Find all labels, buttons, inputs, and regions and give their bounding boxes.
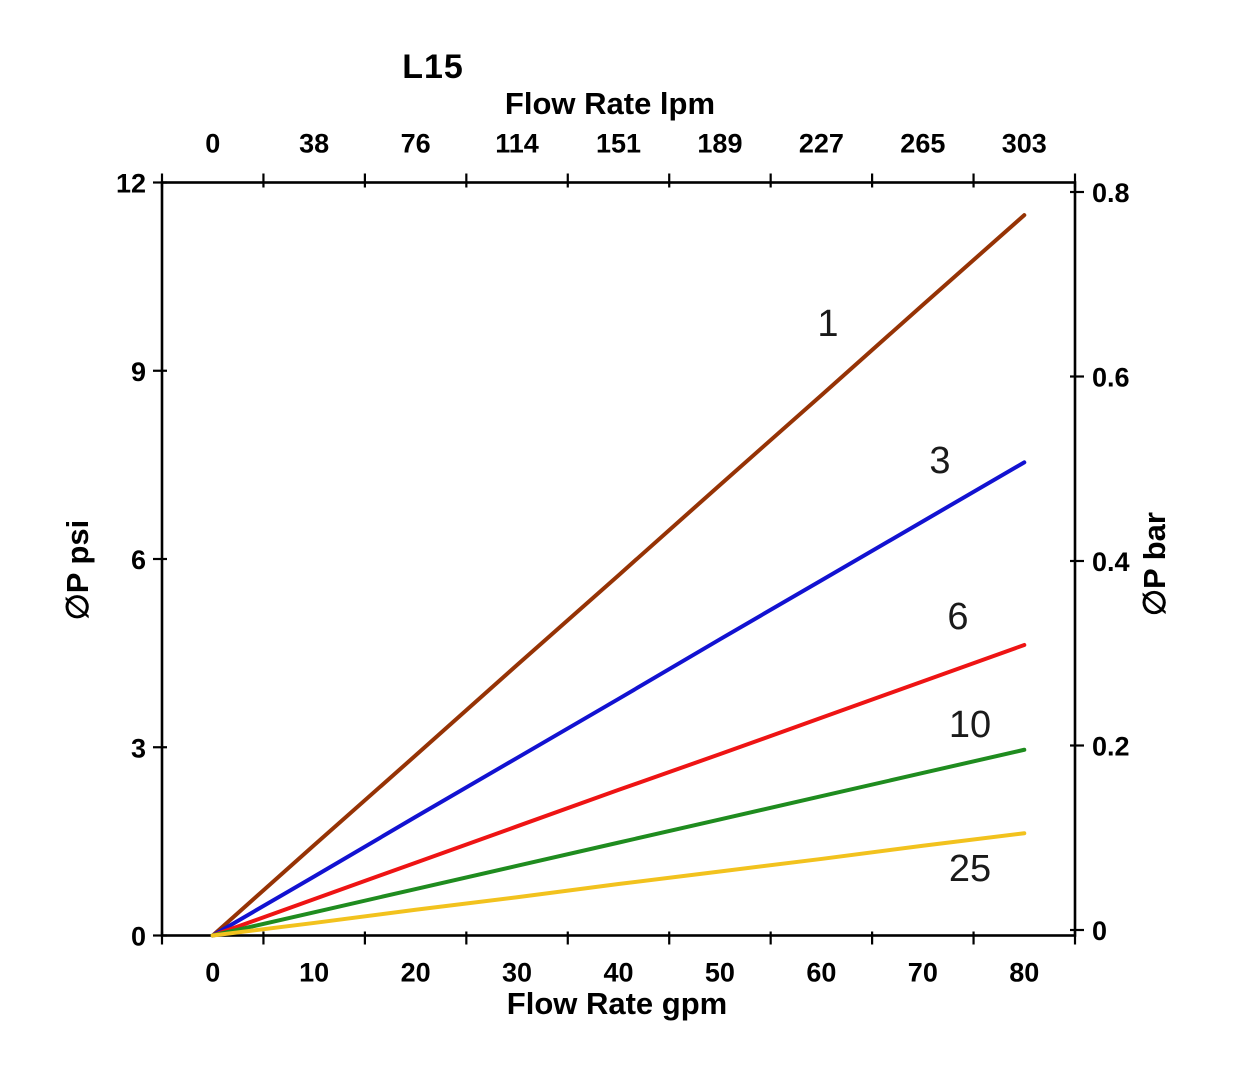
series-label-1: 1 [817, 303, 838, 345]
bottom-axis-tick-label: 60 [806, 958, 836, 988]
top-axis-tick-label: 76 [401, 129, 431, 159]
right-axis-title: ∅P bar [1137, 512, 1172, 616]
left-axis-tick-label: 6 [131, 545, 146, 575]
left-axis-tick-label: 3 [131, 733, 146, 763]
bottom-axis-tick-label: 80 [1009, 958, 1039, 988]
series-line-6 [210, 642, 1027, 938]
top-axis-tick-label: 114 [495, 129, 539, 159]
bottom-axis-tick-label: 50 [705, 958, 735, 988]
top-axis-tick-label: 227 [799, 129, 844, 159]
series-line-3 [210, 460, 1027, 938]
left-axis-tick-label: 0 [131, 922, 146, 952]
top-axis-tick-label: 189 [697, 129, 742, 159]
top-axis-tick-label: 151 [596, 129, 641, 159]
series-label-25: 25 [949, 848, 991, 890]
series-line-1 [210, 213, 1027, 938]
top-axis-tick-label: 0 [205, 129, 220, 159]
chart-title: L15 [402, 48, 464, 86]
left-axis-tick-label: 12 [116, 169, 146, 199]
plot-frame [160, 181, 1077, 937]
bottom-axis-title: Flow Rate gpm [506, 986, 728, 1021]
series-label-6: 6 [947, 596, 968, 638]
series-line-25 [210, 831, 1027, 938]
series-label-10: 10 [949, 704, 991, 746]
bottom-axis-tick-label: 30 [502, 958, 532, 988]
top-axis-tick-label: 38 [299, 129, 329, 159]
top-axis-tick-label: 265 [900, 129, 945, 159]
right-axis-tick-label: 0.4 [1092, 547, 1130, 577]
bottom-axis-tick-label: 0 [205, 958, 220, 988]
bottom-axis-tick-label: 40 [603, 958, 633, 988]
series-label-3: 3 [929, 440, 950, 482]
right-axis-tick-label: 0.2 [1092, 732, 1130, 762]
bottom-axis-tick-label: 10 [299, 958, 329, 988]
right-axis-tick-label: 0.8 [1092, 178, 1130, 208]
right-axis-tick-label: 0.6 [1092, 363, 1130, 393]
left-axis-tick-label: 9 [131, 357, 146, 387]
right-axis-tick-label: 0 [1092, 916, 1107, 946]
bottom-axis-tick-label: 70 [908, 958, 938, 988]
bottom-axis-tick-label: 20 [401, 958, 431, 988]
left-axis-title: ∅P psi [60, 519, 95, 621]
top-axis-tick-label: 303 [1002, 129, 1047, 159]
series-line-10 [210, 747, 1027, 938]
top-axis-title: Flow Rate lpm [504, 86, 716, 121]
